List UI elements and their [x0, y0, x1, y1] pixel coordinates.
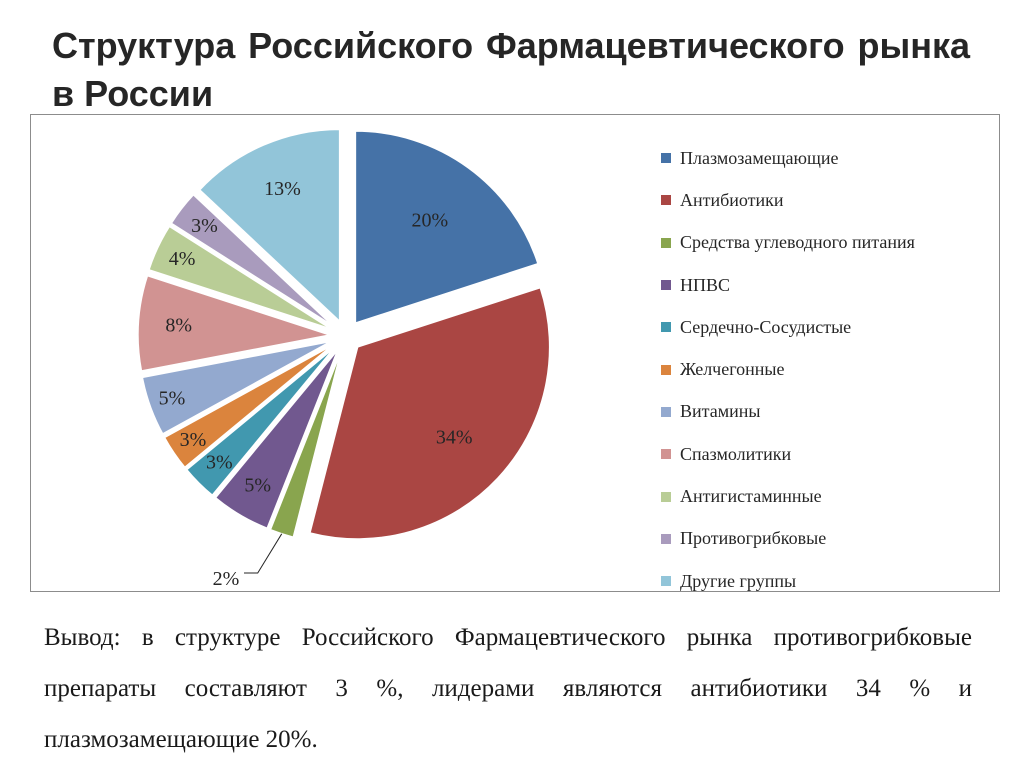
legend-swatch [661, 280, 671, 291]
legend-item: Другие группы [661, 560, 915, 602]
legend-item: Желчегонные [661, 348, 915, 390]
pie-data-label-4: 5% [244, 474, 271, 496]
legend-label: Спазмолитики [680, 443, 792, 464]
pie-slice-5 [185, 346, 336, 497]
legend-item: Противогрибковые [661, 518, 915, 560]
pie-data-label-1: 20% [412, 210, 449, 232]
pie-data-label-10: 3% [191, 215, 218, 237]
pie-slice-4 [214, 349, 339, 530]
conclusion-text: Вывод: в структуре Российского Фармацевт… [44, 624, 972, 753]
legend-item: Плазмозамещающие [661, 137, 915, 179]
pie-slice-8 [137, 274, 331, 372]
pie-data-label-7: 5% [159, 388, 186, 410]
legend-swatch [661, 449, 671, 460]
pie-slice-10 [170, 193, 334, 327]
legend-item: Витамины [661, 391, 915, 433]
pie-data-label-5: 3% [206, 452, 233, 474]
legend-label: Плазмозамещающие [680, 147, 839, 168]
chart-legend: Плазмозамещающие Антибиотики Средства угле… [661, 137, 915, 602]
legend-swatch [661, 364, 671, 375]
legend-swatch [661, 322, 671, 333]
legend-label: Желчегонные [680, 359, 785, 380]
pie-slice-2 [309, 286, 551, 540]
pie-chart: 20%34%2%5%3%3%5%8%4%3%13% [137, 128, 551, 590]
legend-label: Сердечно-Сосудистые [680, 316, 852, 337]
pie-data-label-6: 3% [180, 429, 207, 451]
legend-swatch [661, 406, 671, 417]
chart-frame: 20% 34% 2% 5% 3% 3% 5% 8% 4% 3% 13% Плазмозамещающ… [30, 114, 1000, 592]
legend-label: Средства углеводного питания [680, 232, 915, 253]
legend-label: Противогрибковые [680, 528, 827, 549]
pie-data-label-11: 13% [264, 178, 301, 200]
pie-slice-6 [163, 344, 334, 469]
legend-swatch [661, 195, 671, 206]
legend-label: НПВС [680, 274, 731, 295]
page-title: Структура Российского Фармацевтического … [52, 25, 970, 114]
pie-leader-line-3 [244, 533, 283, 574]
legend-item: НПВС [661, 264, 915, 306]
legend-swatch [661, 237, 671, 248]
legend-label: Антибиотики [680, 189, 784, 210]
legend-item: Антигистаминные [661, 475, 915, 517]
pie-data-label-9: 4% [169, 248, 196, 270]
pie-slice-1 [354, 130, 539, 325]
legend-swatch [661, 533, 671, 544]
legend-swatch [661, 491, 671, 502]
pie-data-label-3: 2% [213, 568, 240, 590]
legend-label: Антигистаминные [680, 486, 822, 507]
pie-slice-11 [198, 128, 341, 324]
legend-item: Антибиотики [661, 179, 915, 221]
legend-swatch [661, 576, 671, 587]
pie-data-label-2: 34% [436, 427, 473, 449]
legend-swatch [661, 153, 671, 164]
pie-slice-9 [147, 225, 332, 330]
legend-label: Другие группы [680, 570, 797, 591]
legend-item: Спазмолитики [661, 433, 915, 475]
legend-label: Витамины [680, 401, 761, 422]
legend-item: Средства углеводного питания [661, 222, 915, 264]
pie-slice-7 [141, 340, 332, 435]
legend-item: Сердечно-Сосудистые [661, 306, 915, 348]
pie-data-label-8: 8% [165, 314, 192, 336]
